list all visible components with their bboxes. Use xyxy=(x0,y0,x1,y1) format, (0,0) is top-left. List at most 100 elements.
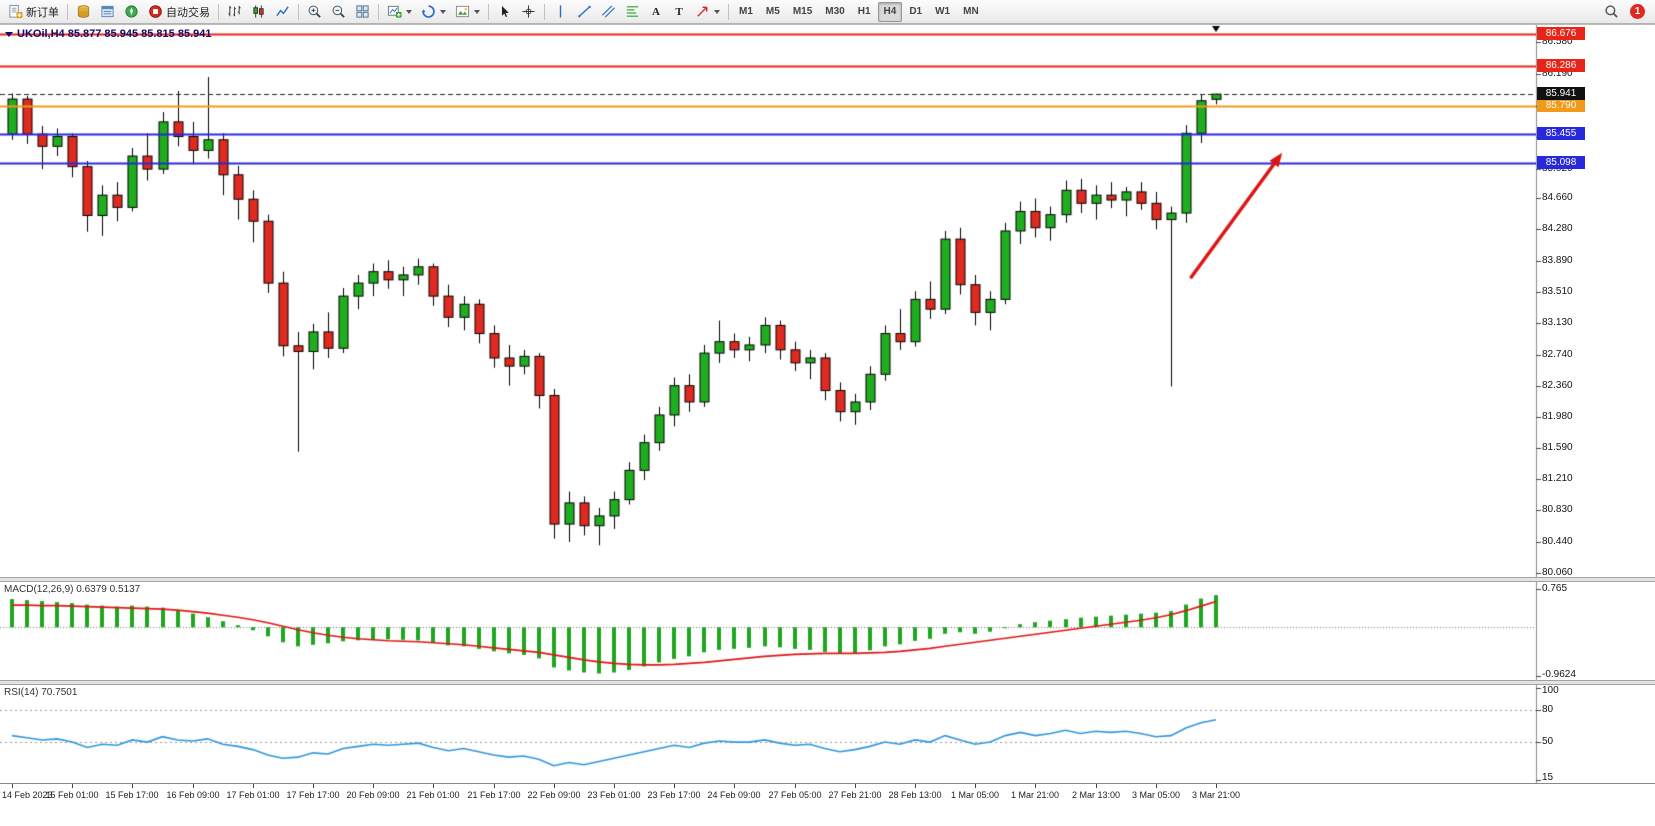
new-chart-dropdown[interactable] xyxy=(383,2,416,22)
search-button[interactable] xyxy=(1600,2,1623,22)
time-axis-tick xyxy=(734,784,735,788)
panel-divider[interactable] xyxy=(0,680,1655,685)
cursor-button[interactable] xyxy=(493,2,516,22)
time-axis-tick xyxy=(554,784,555,788)
price-axis-tick: 82.740 xyxy=(1542,348,1573,360)
label-button[interactable]: T xyxy=(668,2,690,22)
tile-windows-button[interactable] xyxy=(351,2,374,22)
timeframe-h4-button[interactable]: H4 xyxy=(877,1,903,22)
time-axis-label: 16 Feb 09:00 xyxy=(166,790,220,800)
time-axis-label: 21 Feb 01:00 xyxy=(406,790,460,800)
vertical-line-button[interactable] xyxy=(549,2,572,22)
navigator-button[interactable] xyxy=(120,2,143,22)
time-axis-label: 23 Feb 01:00 xyxy=(587,790,641,800)
timeframe-w1-button[interactable]: W1 xyxy=(929,2,956,22)
toolbar-separator xyxy=(544,3,545,20)
time-axis-label: 1 Mar 05:00 xyxy=(950,790,1000,800)
cursor-icon xyxy=(501,4,510,18)
notification-badge[interactable]: 1 xyxy=(1630,4,1645,19)
tile-windows-icon xyxy=(356,5,369,18)
chart-candles-button[interactable] xyxy=(247,2,270,22)
price-level-badge[interactable]: 85.455 xyxy=(1537,126,1585,140)
panel-divider[interactable] xyxy=(0,577,1655,582)
trendline-button[interactable] xyxy=(573,2,596,22)
rsi-canvas[interactable] xyxy=(0,685,1655,783)
time-axis[interactable]: 14 Feb 2023 15 Feb 01:00 15 Feb 17:00 16 Fe… xyxy=(0,783,1655,810)
fibonacci-button[interactable] xyxy=(621,2,644,22)
price-level-badge[interactable]: 85.790 xyxy=(1537,99,1585,113)
line-chart-icon xyxy=(276,6,289,17)
price-axis-tick: 83.890 xyxy=(1542,255,1573,267)
time-axis-tick xyxy=(193,784,194,788)
text-button[interactable]: A xyxy=(645,2,667,22)
fibonacci-icon xyxy=(626,6,639,17)
data-window-button[interactable] xyxy=(96,2,119,22)
macd-axis-tick: 0.765 xyxy=(1542,582,1568,594)
time-axis-label: 24 Feb 09:00 xyxy=(707,790,761,800)
price-level-badge[interactable]: 86.286 xyxy=(1537,59,1585,73)
zoom-out-icon xyxy=(332,5,345,18)
timeframe-m30-button[interactable]: M30 xyxy=(819,2,850,22)
price-axis-tick: 86.190 xyxy=(1542,67,1573,79)
zoom-in-button[interactable] xyxy=(303,2,326,22)
shapes-dropdown[interactable] xyxy=(691,2,724,22)
timeframe-mn-button[interactable]: MN xyxy=(957,2,985,22)
toolbar-separator xyxy=(378,3,379,20)
time-axis-tick xyxy=(915,784,916,788)
new-order-button[interactable]: 新订单 xyxy=(4,2,63,22)
price-level-badge[interactable]: 86.676 xyxy=(1537,27,1585,41)
text-tool-glyph: A xyxy=(652,5,660,18)
price-chart-panel: UKOil,H4 85.877 85.945 85.815 85.941 86.… xyxy=(0,24,1655,578)
caret-down-icon xyxy=(440,9,446,14)
timeframe-m5-button[interactable]: M5 xyxy=(760,2,786,22)
rsi-label: RSI(14) 70.7501 xyxy=(4,687,78,698)
market-watch-icon xyxy=(77,5,90,18)
timeframe-h1-button[interactable]: H1 xyxy=(852,2,877,22)
rsi-axis-tick: 15 xyxy=(1542,772,1554,783)
time-axis-tick xyxy=(1156,784,1157,788)
rsi-axis-tick: 80 xyxy=(1542,703,1554,715)
time-axis-tick xyxy=(12,784,13,788)
auto-trading-icon xyxy=(149,5,162,18)
time-axis-label: 15 Feb 01:00 xyxy=(45,790,99,800)
rsi-axis-tick: 100 xyxy=(1542,685,1559,696)
rsi-panel: RSI(14) 70.7501 100 80 50 15 xyxy=(0,685,1655,783)
timeframe-m1-button[interactable]: M1 xyxy=(733,2,759,22)
label-tool-glyph: T xyxy=(675,5,683,18)
auto-trading-button[interactable]: 自动交易 xyxy=(144,2,214,22)
channel-button[interactable] xyxy=(597,2,620,22)
market-watch-button[interactable] xyxy=(72,2,95,22)
time-axis-tick xyxy=(1096,784,1097,788)
macd-canvas[interactable] xyxy=(0,582,1655,680)
time-axis-label: 27 Feb 21:00 xyxy=(828,790,882,800)
data-window-icon xyxy=(101,5,114,18)
time-axis-tick xyxy=(72,784,73,788)
time-axis-tick xyxy=(795,784,796,788)
chart-bars-button[interactable] xyxy=(223,2,246,22)
price-axis-tick: 80.440 xyxy=(1542,535,1573,547)
time-axis-tick xyxy=(975,784,976,788)
price-chart-canvas[interactable] xyxy=(0,25,1655,577)
price-axis-tick: 86.580 xyxy=(1542,36,1573,48)
time-axis-label: 17 Feb 01:00 xyxy=(226,790,280,800)
chart-title: UKOil,H4 85.877 85.945 85.815 85.941 xyxy=(5,28,211,40)
channel-icon xyxy=(601,5,616,18)
templates-dropdown[interactable] xyxy=(451,2,484,22)
zoom-in-icon xyxy=(308,5,321,18)
crosshair-button[interactable] xyxy=(517,2,540,22)
time-axis-label: 15 Feb 17:00 xyxy=(105,790,159,800)
profiles-dropdown[interactable] xyxy=(417,2,450,22)
time-axis-tick xyxy=(855,784,856,788)
time-axis-label: 3 Mar 21:00 xyxy=(1191,790,1241,800)
chart-line-button[interactable] xyxy=(271,2,294,22)
vertical-line-icon xyxy=(559,5,562,18)
price-level-badge[interactable]: 85.098 xyxy=(1537,155,1585,169)
zoom-out-button[interactable] xyxy=(327,2,350,22)
timeframe-m15-button[interactable]: M15 xyxy=(787,2,818,22)
time-axis-label: 28 Feb 13:00 xyxy=(888,790,942,800)
rsi-axis-tick: 50 xyxy=(1542,736,1554,748)
timeframe-d1-button[interactable]: D1 xyxy=(903,2,928,22)
bar-chart-icon xyxy=(228,5,241,17)
time-axis-tick xyxy=(373,784,374,788)
macd-axis-tick: -0.9624 xyxy=(1542,669,1576,680)
